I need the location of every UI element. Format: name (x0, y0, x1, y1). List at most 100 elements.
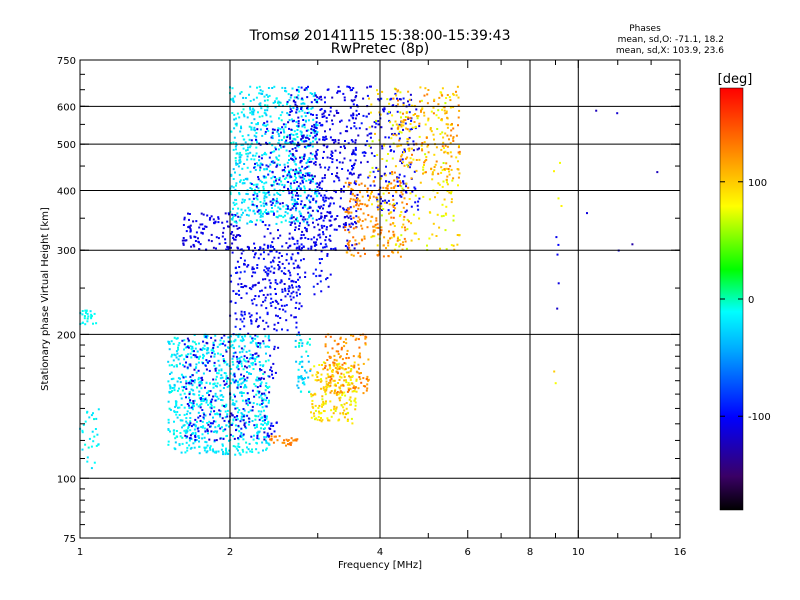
data-point (200, 231, 203, 234)
data-point (178, 406, 181, 409)
data-point (202, 425, 205, 428)
data-point (351, 151, 354, 154)
data-point (206, 391, 209, 394)
data-point (277, 201, 280, 204)
data-point (396, 145, 399, 148)
data-point (186, 435, 189, 438)
data-point (292, 296, 295, 299)
data-point (331, 96, 334, 99)
data-point (208, 394, 211, 397)
data-point (289, 108, 292, 111)
data-point (433, 98, 436, 101)
data-point (210, 404, 213, 407)
data-point (265, 167, 268, 170)
data-point (259, 364, 262, 367)
data-point (328, 166, 331, 169)
data-point (342, 384, 345, 387)
data-point (429, 128, 432, 131)
data-point (271, 199, 274, 202)
data-point (295, 321, 298, 324)
data-point (394, 184, 397, 187)
data-point (210, 349, 213, 352)
data-point (245, 366, 248, 369)
data-point (259, 104, 262, 107)
data-point (173, 389, 176, 392)
data-point (185, 354, 188, 357)
data-point (203, 427, 206, 430)
data-point (324, 362, 327, 365)
data-point (444, 150, 447, 153)
data-point (284, 219, 287, 222)
data-point (280, 139, 283, 141)
data-point (367, 176, 370, 179)
data-point (324, 199, 327, 202)
data-point (404, 116, 407, 118)
data-point (218, 343, 221, 346)
data-point (444, 144, 447, 147)
data-point (305, 228, 308, 231)
data-point (449, 106, 452, 109)
data-point (333, 358, 336, 361)
data-point (193, 381, 196, 384)
data-point (306, 96, 309, 99)
data-point (268, 375, 271, 378)
data-point (230, 368, 233, 370)
data-point (408, 111, 411, 114)
data-point (242, 113, 245, 116)
data-point (449, 134, 452, 137)
data-point (177, 406, 179, 409)
data-point (254, 358, 257, 360)
data-point (189, 447, 192, 450)
data-point (217, 450, 220, 453)
data-point (306, 136, 309, 139)
data-point (231, 112, 234, 114)
data-point (267, 434, 270, 437)
data-point (263, 422, 266, 425)
data-point (287, 121, 290, 124)
data-point (267, 129, 270, 132)
data-point (187, 381, 190, 384)
data-point (365, 389, 368, 392)
data-point (236, 152, 239, 155)
data-point (269, 261, 272, 264)
data-point (399, 214, 402, 216)
data-point (265, 164, 268, 167)
data-point (361, 227, 364, 230)
data-point (237, 442, 240, 445)
data-point (245, 360, 248, 363)
data-point (344, 226, 347, 228)
data-point (178, 387, 180, 390)
data-point (186, 422, 189, 425)
data-point (213, 355, 216, 358)
data-point (235, 318, 238, 321)
data-point (236, 381, 239, 383)
data-point (403, 164, 406, 167)
data-point (199, 355, 202, 358)
data-point (294, 179, 297, 182)
data-point (250, 435, 253, 438)
data-point (412, 140, 415, 143)
data-point (298, 342, 301, 345)
data-point (247, 448, 250, 451)
data-point (426, 102, 429, 105)
data-point (420, 99, 423, 102)
data-point (298, 245, 301, 248)
data-point (253, 158, 256, 161)
data-point (375, 119, 377, 122)
data-point (285, 304, 288, 307)
data-point (295, 218, 297, 221)
data-point (247, 146, 249, 149)
data-point (281, 441, 284, 444)
data-point (234, 379, 237, 382)
data-point (249, 107, 251, 109)
data-point (393, 225, 396, 227)
data-point (282, 128, 285, 131)
data-point (313, 293, 316, 296)
data-point (298, 344, 301, 347)
data-point (409, 128, 412, 131)
data-point (232, 186, 235, 189)
data-point (255, 135, 258, 138)
data-point (318, 186, 321, 189)
data-point (234, 238, 237, 241)
data-point (293, 159, 296, 162)
